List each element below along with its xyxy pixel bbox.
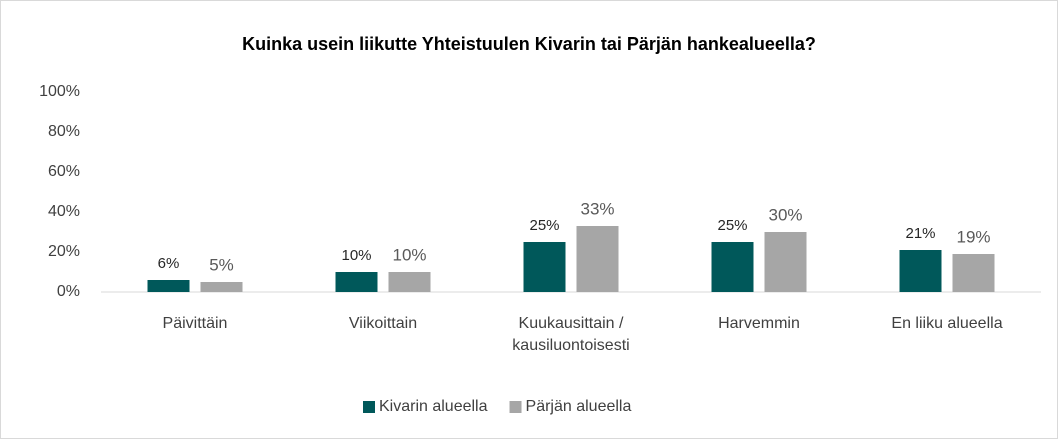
x-tick-label: Viikoittain xyxy=(348,315,418,332)
data-label: 33% xyxy=(580,199,614,218)
legend-label: Kivarin alueella xyxy=(379,398,488,415)
legend-swatch xyxy=(509,401,522,413)
y-tick-label: 40% xyxy=(48,203,80,220)
bar xyxy=(576,226,619,292)
bar xyxy=(147,280,190,292)
x-tick-label: Päivittäin xyxy=(162,315,228,332)
data-label: 10% xyxy=(392,245,426,264)
x-tick-label: En liiku alueella xyxy=(891,315,1003,332)
data-label: 25% xyxy=(529,217,559,234)
y-tick-label: 0% xyxy=(57,283,80,300)
chart-title: Kuinka usein liikutte Yhteistuulen Kivar… xyxy=(242,34,816,54)
legend-swatch xyxy=(363,401,375,413)
bar xyxy=(764,232,807,292)
x-tick-label: Harvemmin xyxy=(718,315,800,332)
x-tick-label: Kuukausittain / kausiluontoisesti xyxy=(512,315,630,354)
bar xyxy=(711,242,754,292)
data-label: 5% xyxy=(209,255,234,274)
data-label: 30% xyxy=(768,205,802,224)
y-tick-label: 100% xyxy=(39,83,80,100)
bar xyxy=(523,242,566,292)
bar xyxy=(335,272,378,292)
data-label: 19% xyxy=(956,227,990,246)
y-tick-label: 20% xyxy=(48,243,80,260)
data-label: 6% xyxy=(158,255,180,272)
legend-label: Pärjän alueella xyxy=(526,398,632,415)
bar xyxy=(899,250,942,292)
data-label: 10% xyxy=(341,247,371,264)
y-tick-label: 80% xyxy=(48,123,80,140)
bar xyxy=(952,254,995,292)
bar xyxy=(200,282,243,292)
y-tick-label: 60% xyxy=(48,163,80,180)
data-label: 21% xyxy=(905,225,935,242)
data-label: 25% xyxy=(717,217,747,234)
bar xyxy=(388,272,431,292)
